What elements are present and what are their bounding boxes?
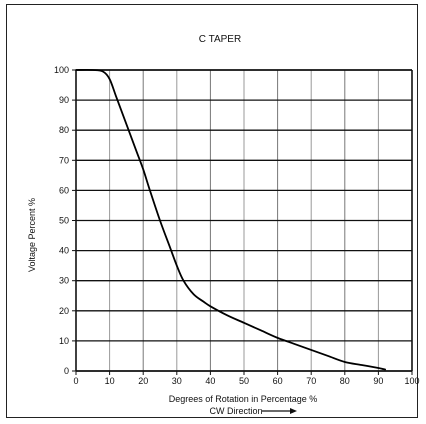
x-tick-label: 100	[404, 376, 419, 386]
y-tick-label: 60	[59, 185, 69, 195]
x-tick-label: 40	[205, 376, 215, 386]
x-axis-sublabel: CW Direction	[209, 406, 262, 416]
y-tick-label: 10	[59, 336, 69, 346]
y-tick-label: 50	[59, 216, 69, 226]
tick-labels: 0 10 20 30 40 50 60 70 80 90 100 0 10 20 30 40 50 60 70 80 9…	[54, 65, 420, 386]
x-tick-label: 70	[306, 376, 316, 386]
chart-frame	[6, 4, 418, 418]
y-tick-label: 90	[59, 95, 69, 105]
y-tick-label: 0	[64, 366, 69, 376]
y-tick-label: 40	[59, 246, 69, 256]
y-tick-label: 100	[54, 65, 69, 75]
x-tick-label: 0	[73, 376, 78, 386]
y-tick-label: 20	[59, 306, 69, 316]
series-line	[75, 68, 387, 371]
y-tick-label: 80	[59, 125, 69, 135]
y-tick-label: 30	[59, 276, 69, 286]
x-tick-label: 20	[138, 376, 148, 386]
x-axis-label: Degrees of Rotation in Percentage %	[169, 394, 318, 404]
x-tick-label: 30	[172, 376, 182, 386]
series-group	[75, 68, 387, 371]
y-axis-label: Voltage Percent %	[27, 198, 37, 272]
x-tick-label: 80	[340, 376, 350, 386]
y-tick-label: 70	[59, 155, 69, 165]
arrow-right-icon	[262, 408, 297, 414]
x-tick-label: 50	[239, 376, 249, 386]
x-tick-label: 60	[273, 376, 283, 386]
chart-title: C TAPER	[199, 34, 241, 45]
x-tick-label: 90	[373, 376, 383, 386]
grid	[72, 69, 413, 375]
x-tick-label: 10	[105, 376, 115, 386]
